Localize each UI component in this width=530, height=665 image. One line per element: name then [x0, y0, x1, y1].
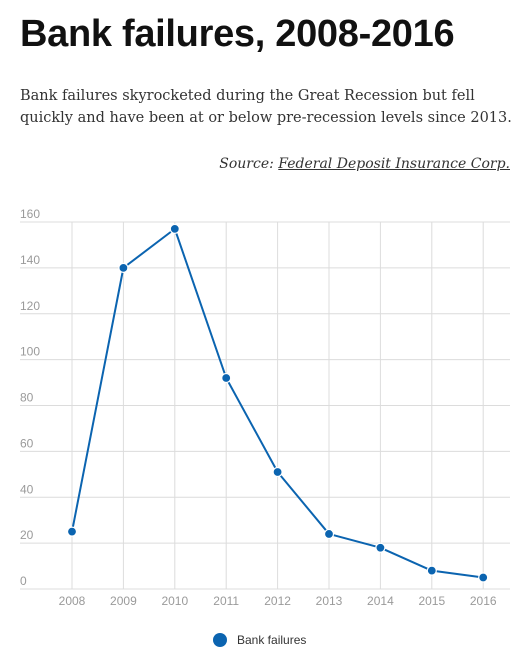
chart-title: Bank failures, 2008-2016 — [20, 13, 455, 55]
x-tick-label: 2012 — [264, 594, 291, 608]
legend-marker[interactable] — [213, 633, 227, 647]
source-credit: Source: Federal Deposit Insurance Corp. — [219, 156, 510, 172]
x-axis-tick-labels: 2008 2009 2010 2011 2012 2013 2014 2015 2016 — [59, 594, 497, 608]
y-tick-label: 60 — [20, 436, 34, 450]
chart-subtitle: Bank failures skyrocketed during the Gre… — [20, 88, 512, 126]
x-tick-label: 2015 — [418, 594, 445, 608]
x-tick-label: 2010 — [161, 594, 188, 608]
data-point[interactable] — [221, 372, 232, 384]
x-tick-label: 2011 — [213, 594, 239, 608]
x-tick-label: 2008 — [59, 594, 86, 608]
y-tick-label: 80 — [20, 391, 34, 405]
y-axis-tick-labels: 0 20 40 60 80 100 120 140 160 — [20, 207, 40, 588]
data-point[interactable] — [478, 572, 489, 583]
y-tick-label: 120 — [20, 299, 40, 313]
horizontal-gridlines — [20, 221, 510, 590]
y-tick-label: 20 — [20, 528, 34, 542]
source-prefix: Source: — [219, 156, 279, 172]
x-tick-label: 2013 — [316, 594, 343, 608]
x-tick-label: 2016 — [470, 594, 497, 608]
data-point[interactable] — [375, 542, 386, 553]
data-point[interactable] — [426, 565, 437, 576]
data-point[interactable] — [323, 528, 335, 540]
y-tick-label: 40 — [20, 482, 34, 496]
y-tick-label: 0 — [20, 574, 27, 588]
y-tick-label: 140 — [20, 253, 40, 267]
series-layer — [66, 223, 489, 583]
data-point[interactable] — [118, 262, 129, 273]
data-point[interactable] — [169, 223, 180, 234]
x-tick-label: 2009 — [110, 594, 137, 608]
source-link[interactable]: Federal Deposit Insurance Corp. — [278, 156, 510, 172]
x-tick-label: 2014 — [367, 594, 394, 608]
data-point[interactable] — [66, 526, 78, 537]
y-tick-label: 100 — [20, 345, 40, 359]
legend[interactable]: Bank failures — [213, 633, 306, 647]
legend-label[interactable]: Bank failures — [237, 633, 306, 647]
y-tick-label: 160 — [20, 207, 40, 221]
data-point[interactable] — [272, 466, 283, 478]
